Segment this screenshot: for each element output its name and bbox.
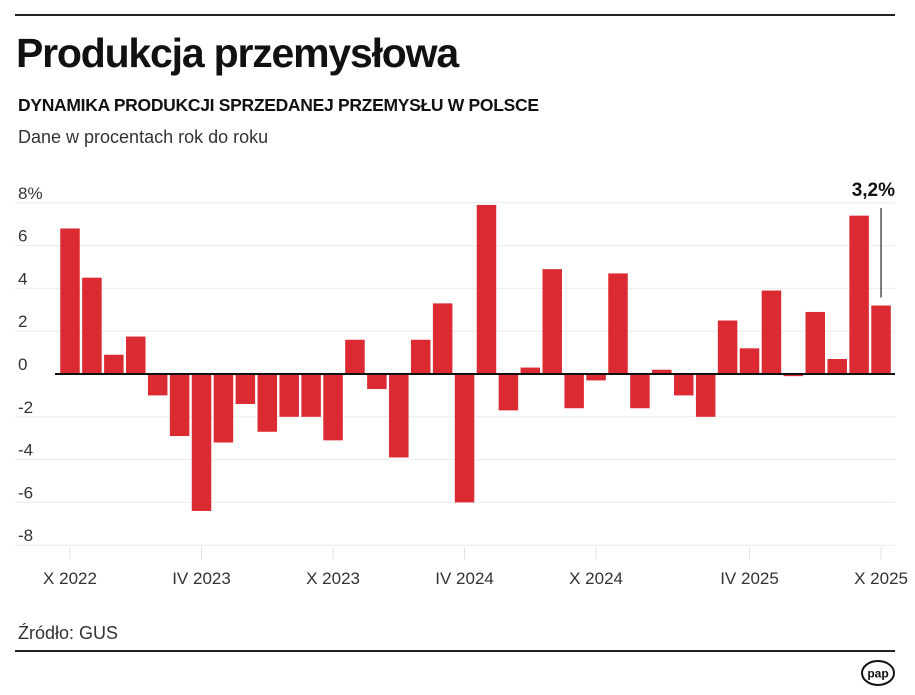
bar [564,374,584,409]
bar [783,374,804,377]
y-axis-labels: 8% 6 4 2 0 -2 -4 -6 -8 [18,184,43,545]
bar [345,339,365,374]
bottom-rule [15,650,895,652]
source-note: Źródło: GUS [18,623,119,643]
chart-description: Dane w procentach rok do roku [18,127,269,147]
bar [739,348,760,374]
bar [805,311,826,374]
bar [761,290,782,374]
bar [695,374,716,417]
bar [213,374,234,443]
bars [55,204,895,511]
bar [191,374,212,511]
y-tick-label: 0 [18,355,27,374]
x-tick-label: X 2022 [43,569,97,588]
y-tick-label: 2 [18,312,27,331]
y-tick-label: 4 [18,269,27,288]
bar [871,305,891,374]
bar [257,374,278,432]
bar [630,374,650,409]
bar [367,374,387,389]
y-tick-label: -2 [18,398,33,417]
y-tick-label: 6 [18,227,27,246]
bar [498,374,519,411]
bar [520,367,541,374]
y-tick-label: -8 [18,526,33,545]
bar [279,374,299,417]
bar [60,228,80,374]
bar [126,336,146,374]
bar [717,320,738,374]
bar [147,374,168,396]
annotation: 3,2% [852,180,895,298]
bar [301,374,321,417]
bar-chart: 8% 6 4 2 0 -2 -4 -6 -8 X 2022 IV 2023 X 2023 IV 202… [15,180,908,588]
x-tick-label: IV 2023 [172,569,231,588]
y-tick-label: -4 [18,441,33,460]
bar [827,359,847,374]
svg-text:pap: pap [867,667,888,681]
x-tick-label: X 2024 [569,569,623,588]
bar [586,374,606,381]
bar [235,374,256,404]
bar [323,374,343,441]
x-axis-labels: X 2022 IV 2023 X 2023 IV 2024 X 2024 IV 2025 X… [43,547,908,588]
y-tick-label: 8% [18,184,43,203]
x-tick-label: X 2025 [854,569,908,588]
y-tick-label: -6 [18,483,33,502]
bar [82,277,102,374]
pap-logo: pap [861,660,895,686]
bar [542,269,562,374]
chart-subtitle: DYNAMIKA PRODUKCJI SPRZEDANEJ PRZEMYSŁU … [18,95,539,115]
top-rule [15,14,895,16]
bar [674,374,694,396]
bar [476,204,497,374]
bar [454,374,475,503]
x-tick-label: X 2023 [306,569,360,588]
bar [849,215,869,374]
bar [608,273,628,374]
bar [169,374,190,437]
x-tick-label: IV 2025 [720,569,779,588]
bar [410,339,431,374]
chart-title: Produkcja przemysłowa [16,30,459,76]
annotation-label: 3,2% [852,180,895,201]
bar [104,354,124,374]
x-tick-label: IV 2024 [435,569,494,588]
bar [652,369,672,374]
bar [389,374,409,458]
bar [432,303,453,374]
